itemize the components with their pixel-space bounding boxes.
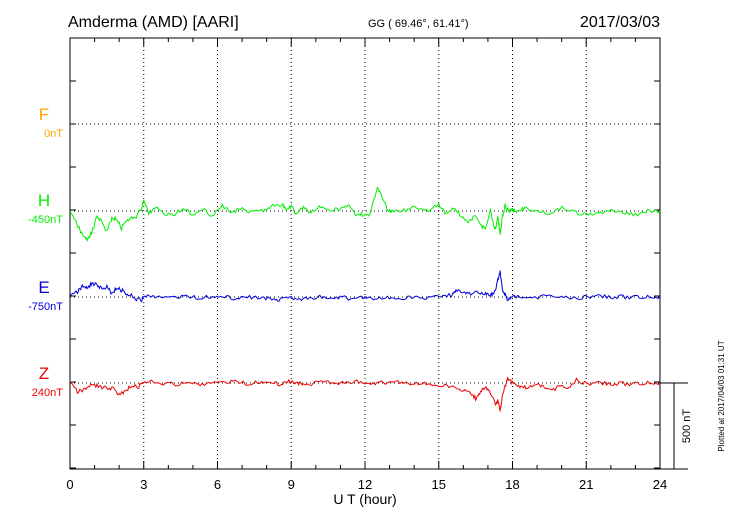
x-tick-label: 21 [579, 477, 593, 492]
x-tick-label: 6 [214, 477, 221, 492]
series-line-Z [69, 376, 661, 413]
x-tick-label: 18 [505, 477, 519, 492]
x-tick-label: 24 [653, 477, 667, 492]
x-axis-label: U T (hour) [333, 491, 396, 507]
x-tick-label: 3 [140, 477, 147, 492]
x-tick-label: 15 [432, 477, 446, 492]
series-labels: F 0nT H -450nT E -750nT Z 240nT [28, 105, 63, 399]
series-lines [69, 186, 661, 413]
coordinates-label: GG ( 69.46°, 61.41°) [368, 18, 469, 30]
series-baseline-E: -750nT [28, 301, 63, 313]
series-name-E: E [38, 278, 49, 297]
series-baseline-H: -450nT [28, 214, 63, 226]
scale-bar: 500 nT [660, 382, 693, 470]
scale-bar-label: 500 nT [681, 409, 693, 444]
axis-ticks [69, 38, 661, 469]
grid-lines [70, 38, 660, 469]
series-name-F: F [39, 105, 49, 124]
series-line-E [69, 270, 661, 303]
date-label: 2017/03/03 [580, 14, 660, 31]
plotted-timestamp: Plotted at 2017/04/03 01:31 UT [717, 340, 726, 451]
x-tick-label: 9 [288, 477, 295, 492]
x-tick-label: 0 [66, 477, 73, 492]
station-title: Amderma (AMD) [AARI] [68, 14, 239, 31]
series-line-H [69, 186, 661, 242]
series-baseline-F: 0nT [44, 128, 63, 140]
x-tick-labels: 0 3 6 9 12 15 18 21 24 [66, 477, 667, 492]
series-name-H: H [38, 191, 50, 210]
series-name-Z: Z [39, 364, 49, 383]
series-baseline-Z: 240nT [32, 387, 63, 399]
x-tick-label: 12 [358, 477, 372, 492]
